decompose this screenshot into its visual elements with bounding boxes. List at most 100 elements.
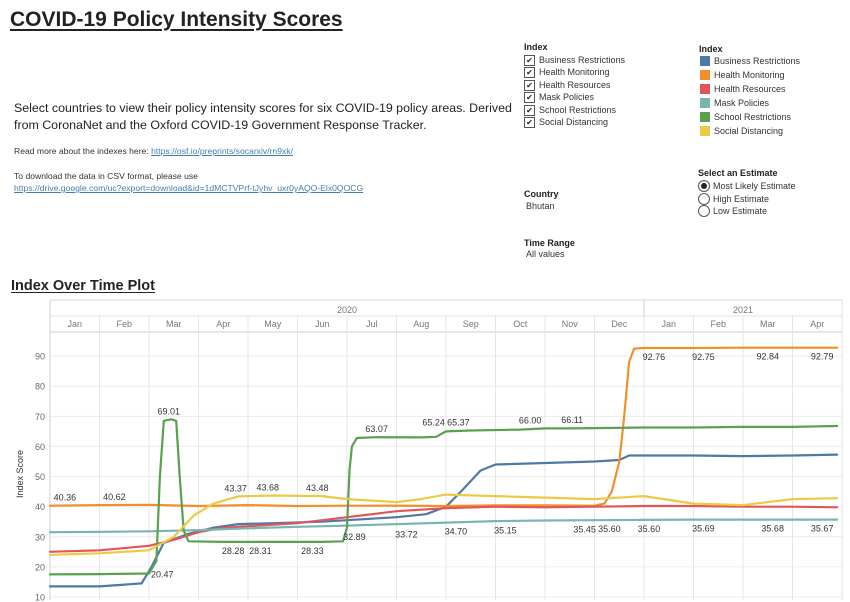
download-label: To download the data in CSV format, plea… <box>14 171 198 181</box>
data-label: 35.60 <box>598 524 621 534</box>
radio-selected-dot <box>701 183 707 189</box>
x-tick-label: Jan <box>67 319 82 329</box>
legend-item-health-resources[interactable]: Health Resources <box>700 83 786 95</box>
index-over-time-chart[interactable]: 10 20 30 40 50 60 70 80 90 Jan Feb Mar Apr May Jun Jul A… <box>0 298 850 602</box>
index-filter-title: Index <box>524 42 548 52</box>
radio-icon[interactable] <box>698 205 710 217</box>
data-label: 66.11 <box>561 415 583 425</box>
y-tick-label: 30 <box>35 532 45 542</box>
checkbox-icon[interactable]: ✔ <box>524 66 535 78</box>
x-tick-label: Feb <box>116 319 132 329</box>
country-value[interactable]: Bhutan <box>526 201 555 211</box>
data-label: 92.75 <box>692 352 715 362</box>
data-label: 28.33 <box>301 546 324 556</box>
x-tick-label: Jun <box>315 319 330 329</box>
x-tick-label: Aug <box>413 319 429 329</box>
x-tick-label: Jan <box>661 319 676 329</box>
legend-item-health-monitoring[interactable]: Health Monitoring <box>700 69 785 81</box>
y-tick-label: 60 <box>35 442 45 452</box>
filter-label: Social Distancing <box>539 117 609 127</box>
estimate-title: Select an Estimate <box>698 168 778 178</box>
x-tick-label: Apr <box>810 319 824 329</box>
data-label: 40.36 <box>54 493 77 503</box>
series-line-mask-policies[interactable] <box>48 518 839 534</box>
filter-item-school-restrictions[interactable]: ✔ School Restrictions <box>524 104 616 116</box>
year-label: 2020 <box>337 305 357 315</box>
year-label: 2021 <box>733 305 753 315</box>
checkbox-icon[interactable]: ✔ <box>524 116 535 128</box>
legend-swatch <box>700 112 710 122</box>
legend-item-mask-policies[interactable]: Mask Policies <box>700 97 769 109</box>
estimate-option-most-likely[interactable]: Most Likely Estimate <box>698 180 796 192</box>
data-label: 65.37 <box>447 417 470 427</box>
x-tick-label: Jul <box>366 319 378 329</box>
y-tick-label: 80 <box>35 382 45 392</box>
data-label: 35.67 <box>811 524 834 534</box>
legend-label: Mask Policies <box>714 98 770 108</box>
legend-title: Index <box>699 44 723 54</box>
x-tick-label: Dec <box>611 319 628 329</box>
data-label: 28.28 <box>222 546 245 556</box>
checkbox-icon[interactable]: ✔ <box>524 104 535 116</box>
estimate-option-label: High Estimate <box>713 194 770 204</box>
data-label: 35.45 <box>573 524 596 534</box>
series-line-school-restrictions[interactable] <box>48 418 839 576</box>
filter-item-business-restrictions[interactable]: ✔ Business Restrictions <box>524 54 625 66</box>
data-label: 28.31 <box>249 546 272 556</box>
checkbox-icon[interactable]: ✔ <box>524 79 535 91</box>
data-label: 92.84 <box>756 352 779 362</box>
radio-icon[interactable] <box>698 193 710 205</box>
y-tick-label: 20 <box>35 562 45 572</box>
x-tick-label: May <box>264 319 282 329</box>
time-range-label: Time Range <box>524 238 575 248</box>
data-label: 35.68 <box>761 524 784 534</box>
filter-label: Mask Policies <box>539 92 595 102</box>
data-label: 43.37 <box>224 484 247 494</box>
x-tick-label: Mar <box>760 319 776 329</box>
y-axis-title: Index Score <box>15 450 25 498</box>
filter-item-health-resources[interactable]: ✔ Health Resources <box>524 79 611 91</box>
data-label: 92.76 <box>643 352 666 362</box>
intro-text: Select countries to view their policy in… <box>14 101 512 132</box>
x-tick-label: Apr <box>216 319 230 329</box>
data-label: 66.00 <box>519 415 542 425</box>
data-label: 40.62 <box>103 492 126 502</box>
legend-swatch <box>700 98 710 108</box>
estimate-option-label: Low Estimate <box>713 206 768 216</box>
legend-item-business-restrictions[interactable]: Business Restrictions <box>700 55 800 67</box>
filter-label: Business Restrictions <box>539 55 626 65</box>
series-line-social-distancing[interactable] <box>48 493 839 556</box>
time-range-value[interactable]: All values <box>526 249 565 259</box>
plot-title: Index Over Time Plot <box>11 278 155 294</box>
y-tick-label: 40 <box>35 502 45 512</box>
checkbox-icon[interactable]: ✔ <box>524 91 535 103</box>
estimate-option-low[interactable]: Low Estimate <box>698 205 767 217</box>
filter-item-mask-policies[interactable]: ✔ Mask Policies <box>524 91 594 103</box>
data-label: 69.01 <box>158 406 181 416</box>
x-tick-label: Nov <box>562 319 579 329</box>
legend-label: Business Restrictions <box>714 56 801 66</box>
series-line-health-resources[interactable] <box>48 504 839 553</box>
estimate-option-label: Most Likely Estimate <box>713 181 796 191</box>
data-label: 35.15 <box>494 525 517 535</box>
filter-item-social-distancing[interactable]: ✔ Social Distancing <box>524 116 608 128</box>
legend-label: Social Distancing <box>714 126 784 136</box>
read-more-label: Read more about the indexes here: <box>14 146 152 156</box>
x-tick-label: Oct <box>513 319 528 329</box>
legend-swatch <box>700 126 710 136</box>
data-label: 65.24 <box>422 418 445 428</box>
country-label: Country <box>524 189 559 199</box>
legend-item-social-distancing[interactable]: Social Distancing <box>700 125 783 137</box>
legend-label: School Restrictions <box>714 112 792 122</box>
read-more-link[interactable]: https://osf.io/preprints/socarxiv/rn9xk/ <box>151 146 293 156</box>
y-tick-label: 90 <box>35 352 45 362</box>
download-link[interactable]: https://drive.google.com/uc?export=downl… <box>14 183 364 193</box>
estimate-option-high[interactable]: High Estimate <box>698 193 769 205</box>
data-label: 33.72 <box>395 530 418 540</box>
radio-icon[interactable] <box>698 180 710 192</box>
x-tick-label: Sep <box>463 319 479 329</box>
checkbox-icon[interactable]: ✔ <box>524 54 535 66</box>
data-label: 35.69 <box>692 524 715 534</box>
filter-item-health-monitoring[interactable]: ✔ Health Monitoring <box>524 66 610 78</box>
legend-item-school-restrictions[interactable]: School Restrictions <box>700 111 791 123</box>
